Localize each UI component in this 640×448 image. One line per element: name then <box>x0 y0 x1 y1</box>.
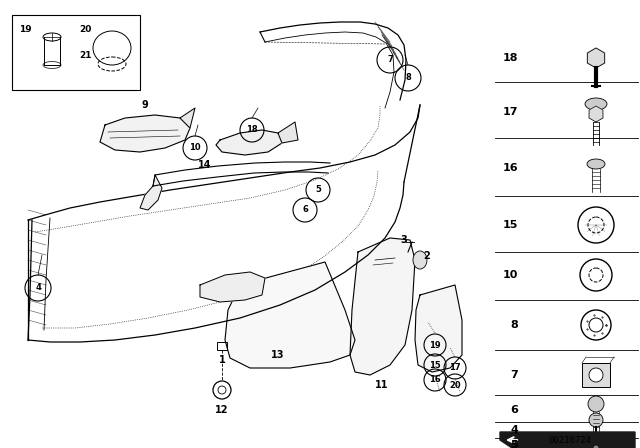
Text: 5: 5 <box>315 185 321 194</box>
Text: 6: 6 <box>510 405 518 415</box>
Text: 7: 7 <box>387 56 393 65</box>
Text: 9: 9 <box>141 100 148 110</box>
Text: 2: 2 <box>424 251 430 261</box>
Text: 13: 13 <box>271 350 285 360</box>
Text: 18: 18 <box>246 125 258 134</box>
Text: 19: 19 <box>429 340 441 349</box>
Polygon shape <box>278 122 298 143</box>
Text: 00216724: 00216724 <box>548 436 591 445</box>
Circle shape <box>588 396 604 412</box>
Text: 17: 17 <box>449 363 461 372</box>
Text: 17: 17 <box>502 107 518 117</box>
Bar <box>589 439 603 447</box>
Polygon shape <box>350 238 415 375</box>
Polygon shape <box>589 106 603 122</box>
Text: 15: 15 <box>502 220 518 230</box>
Text: 18: 18 <box>502 53 518 63</box>
Text: 6: 6 <box>302 206 308 215</box>
Text: 20: 20 <box>449 380 461 389</box>
Text: 21: 21 <box>79 51 92 60</box>
Polygon shape <box>180 108 195 128</box>
Bar <box>12 15 140 90</box>
Text: 11: 11 <box>375 380 388 390</box>
Circle shape <box>213 381 231 399</box>
Ellipse shape <box>585 98 607 110</box>
Text: 4: 4 <box>510 425 518 435</box>
Text: 14: 14 <box>198 160 212 170</box>
Ellipse shape <box>93 31 131 65</box>
Bar <box>217 342 227 350</box>
Circle shape <box>593 445 599 448</box>
Polygon shape <box>415 285 462 372</box>
Text: 19: 19 <box>19 26 31 34</box>
Polygon shape <box>216 130 282 155</box>
Text: 15: 15 <box>429 361 441 370</box>
Text: 1: 1 <box>219 355 225 365</box>
Ellipse shape <box>587 159 605 169</box>
Ellipse shape <box>43 33 61 41</box>
Text: 20: 20 <box>79 26 91 34</box>
Polygon shape <box>200 272 265 302</box>
Text: 3: 3 <box>401 235 408 245</box>
Text: 8: 8 <box>405 73 411 82</box>
Circle shape <box>589 368 603 382</box>
Text: 8: 8 <box>510 320 518 330</box>
Ellipse shape <box>413 251 427 269</box>
Text: 7: 7 <box>510 370 518 380</box>
Polygon shape <box>140 175 162 210</box>
Text: 5: 5 <box>510 440 518 448</box>
Text: 12: 12 <box>215 405 228 415</box>
Text: 16: 16 <box>502 163 518 173</box>
Text: 10: 10 <box>189 143 201 152</box>
Text: 16: 16 <box>429 375 441 384</box>
Text: 4: 4 <box>35 284 41 293</box>
Bar <box>582 363 610 387</box>
Text: 10: 10 <box>502 270 518 280</box>
Polygon shape <box>100 115 190 152</box>
Polygon shape <box>588 48 605 68</box>
Polygon shape <box>225 262 355 368</box>
Polygon shape <box>500 432 635 448</box>
Circle shape <box>589 413 603 427</box>
